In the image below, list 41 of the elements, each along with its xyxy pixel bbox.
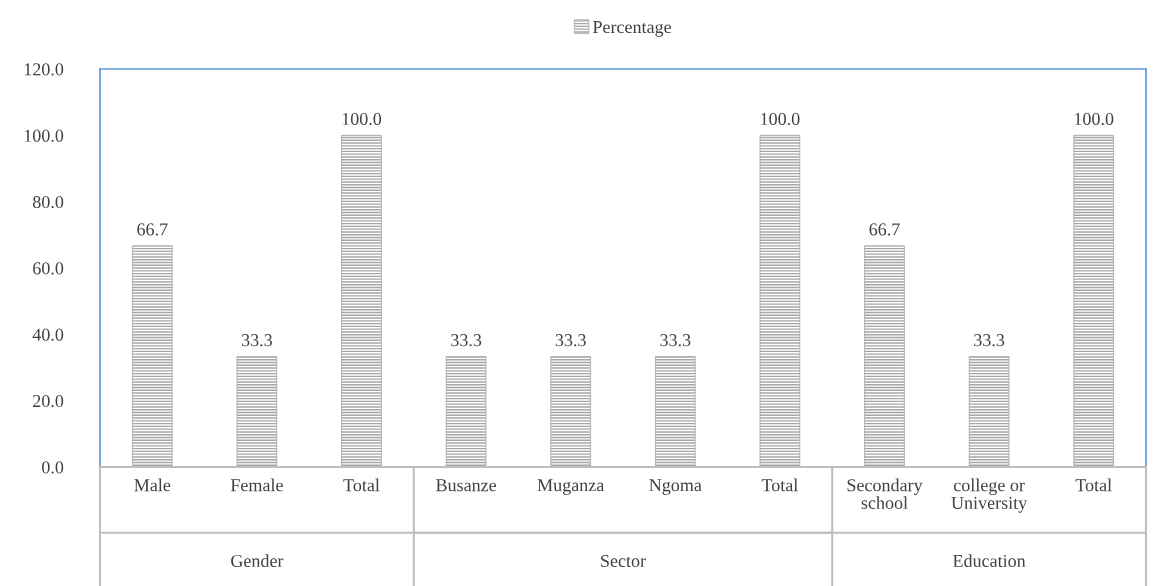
text: 100.0 xyxy=(342,112,382,126)
y-tick-label: 60.0 xyxy=(33,262,64,275)
x-tick-label: Secondary school xyxy=(847,478,923,509)
x-tick-label: Female xyxy=(230,478,283,492)
x-tick-label: Male xyxy=(134,478,171,492)
bar xyxy=(1073,134,1114,467)
bar xyxy=(968,356,1010,467)
x-tick-label: Muganza xyxy=(537,479,605,495)
text: Gender xyxy=(231,554,284,568)
text: 33.3 xyxy=(241,334,272,347)
bar xyxy=(759,134,801,467)
x-tick-label: college or University xyxy=(951,478,1028,513)
bar xyxy=(132,245,173,467)
y-tick-label: 100.0 xyxy=(24,129,64,142)
x-tick-label: Total xyxy=(343,478,380,492)
text: 66.7 xyxy=(137,223,168,236)
text: 100.0 xyxy=(761,112,800,126)
bar xyxy=(864,245,905,467)
bar xyxy=(655,356,696,467)
text: Education xyxy=(953,554,1026,568)
text: 33.3 xyxy=(555,334,586,347)
y-tick-label: 40.0 xyxy=(32,328,64,341)
text: 66.7 xyxy=(869,223,900,236)
text: 100.0 xyxy=(1074,112,1114,126)
y-tick-label: 120.0 xyxy=(24,63,64,76)
bar xyxy=(341,134,382,467)
x-tick-label: Busanze xyxy=(436,479,497,492)
y-tick-label: 0.0 xyxy=(42,461,64,474)
y-tick-label: 20.0 xyxy=(33,394,64,408)
x-tick-label: Total xyxy=(1075,478,1112,492)
bar xyxy=(236,356,278,467)
text: 33.3 xyxy=(974,334,1005,347)
legend-label: Percentage xyxy=(592,21,671,37)
text: Sector xyxy=(601,554,646,568)
text: 33.3 xyxy=(451,334,482,347)
x-tick-label: Total xyxy=(761,478,798,492)
text: 33.3 xyxy=(660,334,691,347)
bar xyxy=(550,356,591,467)
y-tick-label: 80.0 xyxy=(32,195,64,209)
x-tick-label: Ngoma xyxy=(649,479,702,495)
bar xyxy=(445,356,487,467)
